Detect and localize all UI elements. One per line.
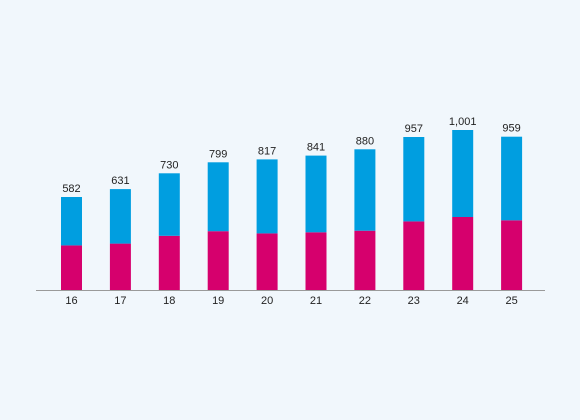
- bar-segment-lower-16: [61, 245, 82, 290]
- bar-segment-lower-25: [501, 220, 523, 290]
- bar-segment-upper-16: [61, 197, 82, 246]
- bar-segment-upper-25: [501, 136, 523, 221]
- bar-segment-upper-22: [354, 149, 376, 231]
- x-tick-label-23: 23: [408, 295, 420, 307]
- x-tick-label-17: 17: [114, 295, 126, 307]
- x-tick-label-21: 21: [310, 295, 322, 307]
- x-tick-label-16: 16: [65, 295, 77, 307]
- tick-labels-group: 16 17 18 19 20 21 22 23 24 25: [65, 295, 517, 307]
- total-label-19: 799: [209, 148, 227, 160]
- bars-group: [61, 130, 523, 290]
- x-tick-label-18: 18: [163, 295, 175, 307]
- total-label-18: 730: [160, 159, 178, 171]
- bar-segment-lower-20: [256, 233, 278, 290]
- total-label-22: 880: [356, 135, 374, 147]
- bar-segment-upper-20: [256, 159, 278, 234]
- bar-segment-lower-22: [354, 230, 376, 290]
- total-label-21: 841: [307, 142, 325, 154]
- bar-segment-lower-17: [109, 243, 131, 290]
- total-label-23: 957: [405, 123, 423, 135]
- bar-segment-upper-18: [158, 173, 180, 236]
- total-label-17: 631: [111, 175, 129, 187]
- bar-segment-lower-21: [305, 232, 327, 290]
- bar-segment-upper-17: [109, 189, 131, 244]
- bar-segment-upper-23: [403, 137, 425, 222]
- bar-segment-lower-18: [158, 235, 180, 290]
- total-labels-group: 582 631 730 799 817 841 880 957 1,001 959: [62, 116, 520, 195]
- bar-segment-upper-19: [207, 162, 229, 232]
- bar-segment-upper-21: [305, 155, 327, 233]
- total-label-20: 817: [258, 145, 276, 157]
- x-tick-label-20: 20: [261, 295, 273, 307]
- total-label-24: 1,001: [449, 116, 477, 128]
- total-label-25: 959: [502, 123, 520, 135]
- x-tick-label-25: 25: [505, 295, 517, 307]
- bar-segment-lower-23: [403, 221, 425, 290]
- x-tick-label-22: 22: [359, 295, 371, 307]
- x-tick-label-24: 24: [457, 295, 469, 307]
- bar-segment-upper-24: [452, 130, 474, 217]
- total-label-16: 582: [62, 183, 80, 195]
- bar-segment-lower-19: [207, 231, 229, 290]
- x-tick-label-19: 19: [212, 295, 224, 307]
- bar-segment-lower-24: [452, 217, 474, 290]
